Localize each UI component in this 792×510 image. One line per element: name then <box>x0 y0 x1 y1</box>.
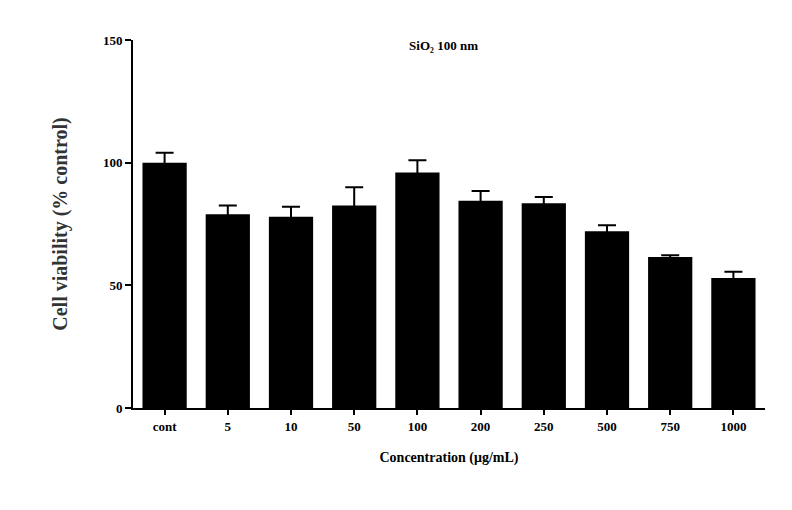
svg-text:50: 50 <box>109 278 122 293</box>
svg-text:100: 100 <box>103 155 123 170</box>
svg-text:50: 50 <box>348 419 361 434</box>
svg-text:0: 0 <box>116 401 123 416</box>
svg-text:200: 200 <box>471 419 491 434</box>
svg-text:100: 100 <box>408 419 428 434</box>
svg-text:SiO₂ 100 nm: SiO₂ 100 nm <box>409 38 478 53</box>
svg-text:cont: cont <box>153 419 178 434</box>
svg-text:750: 750 <box>660 419 680 434</box>
svg-text:Cell viability (% control): Cell viability (% control) <box>49 117 72 331</box>
svg-text:10: 10 <box>285 419 298 434</box>
svg-text:250: 250 <box>534 419 554 434</box>
svg-text:500: 500 <box>597 419 617 434</box>
svg-text:150: 150 <box>103 33 123 48</box>
svg-text:1000: 1000 <box>720 419 746 434</box>
svg-text:5: 5 <box>225 419 232 434</box>
svg-text:Concentration (μg/mL): Concentration (μg/mL) <box>380 450 519 466</box>
